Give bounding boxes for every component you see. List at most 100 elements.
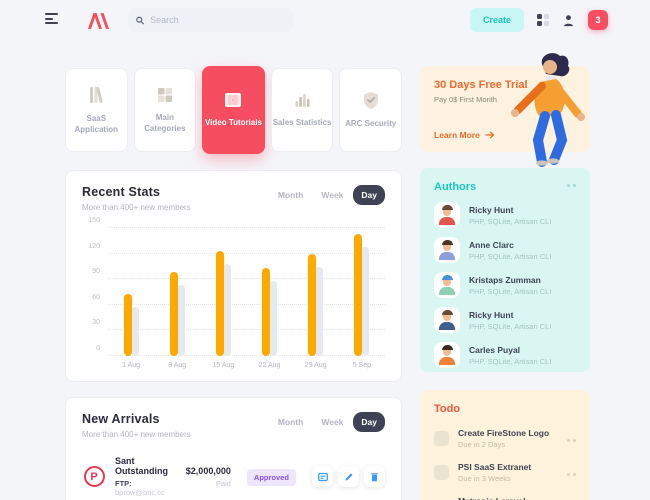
recent-stats-tabs: Month Week Day — [270, 185, 385, 205]
todo-list-item: PSI SaaS Extranet Due in 3 Weeks — [434, 462, 576, 483]
chart-x-tick: 1 Aug — [122, 362, 141, 369]
create-button[interactable]: Create — [469, 8, 524, 32]
stats-period-tab[interactable]: Week — [321, 190, 344, 200]
category-card-arc-security[interactable]: ARC Security — [339, 68, 402, 152]
new-arrivals-title: New Arrivals — [82, 412, 160, 426]
recent-stats-header: Recent Stats More than 400+ new members — [82, 185, 191, 212]
todo-more-options[interactable] — [567, 470, 576, 476]
logo-mark-icon — [88, 12, 109, 29]
todo-checkbox[interactable] — [434, 465, 449, 480]
search-input[interactable] — [150, 15, 285, 25]
stats-period-tab[interactable]: Day — [353, 185, 385, 205]
grid-icon — [157, 87, 172, 102]
author-list-item[interactable]: Carles Puyal PHP, SQLite, Artisan CLI — [434, 342, 576, 368]
todo-list: Create FireStone Logo Due in 2 Days PSI … — [434, 428, 576, 500]
learn-more-label: Learn More — [434, 130, 480, 140]
chart-y-tick: 60 — [92, 293, 100, 301]
category-card-main-categories[interactable]: Main Categories — [133, 68, 197, 152]
new-arrivals-tabs: Month Week Day — [270, 412, 385, 432]
author-name: Kristaps Zumman — [469, 274, 541, 285]
arrivals-period-tab[interactable]: Day — [353, 412, 385, 432]
todo-checkbox[interactable] — [434, 431, 449, 446]
todo-title: Todo — [434, 403, 461, 415]
chart-bar — [222, 263, 231, 356]
stats-period-tab[interactable]: Month — [277, 190, 304, 200]
chart-bar — [354, 233, 363, 356]
apps-grid-button[interactable] — [537, 14, 549, 26]
navbar-actions: Create 3 — [469, 8, 608, 32]
free-trial-card: 30 Days Free Trial Pay 0$ First Month Le… — [420, 53, 590, 167]
author-avatar — [434, 307, 460, 333]
chart-x-tick: 15 Aug — [212, 362, 235, 369]
chart-x-labels: 1 Aug 8 Aug 15 Aug 22 Aug 29 Aug 5 Sep — [108, 362, 385, 369]
arrival-amount-note: Paid — [215, 478, 231, 488]
recent-stats-card: Recent Stats More than 400+ new members … — [65, 170, 402, 382]
arrival-info: Sant Outstanding FTP: bprow@bnc.cc — [115, 456, 168, 497]
new-arrivals-subtitle: More than 400+ new members — [82, 430, 191, 439]
view-details-button[interactable] — [312, 466, 333, 487]
todo-task-name: PSI SaaS Extranet — [458, 462, 532, 472]
todo-card: Todo Create FireStone Logo Due in 2 Days — [420, 390, 590, 500]
category-card-saas-application[interactable]: SaaS Application — [65, 68, 128, 152]
recent-stats-chart: 0 30 60 90 120 150 1 Aug 8 Aug 15 Aug 22 Aug 29 A… — [82, 217, 385, 369]
chart-gridline — [108, 355, 385, 356]
category-cards: SaaS Application Main Categories — [65, 66, 402, 154]
chart-bar-group — [354, 228, 370, 356]
authors-more-options[interactable] — [567, 181, 576, 187]
chart-bar-group — [262, 228, 278, 356]
chart-y-tick: 90 — [92, 268, 100, 276]
todo-task-name: Metronic Laravel StartKit — [458, 496, 558, 500]
author-list-item[interactable]: Anne Clarc PHP, SQLite, Artisan CLI — [434, 237, 576, 263]
edit-button[interactable] — [338, 466, 359, 487]
chart-x-tick: 5 Sep — [352, 362, 372, 369]
chart-bar — [315, 267, 324, 356]
author-list-item[interactable]: Ricky Hunt PHP, SQLite, Artisan CLI — [434, 307, 576, 333]
category-card-video-tutorials[interactable]: Video Tutorials — [202, 66, 265, 154]
author-list-item[interactable]: Ricky Hunt PHP, SQLite, Artisan CLI — [434, 202, 576, 228]
arrivals-period-tab[interactable]: Week — [321, 417, 344, 427]
hamburger-menu-icon[interactable] — [45, 13, 59, 27]
author-list-item[interactable]: Kristaps Zumman PHP, SQLite, Artisan CLI — [434, 272, 576, 298]
learn-more-link[interactable]: Learn More — [434, 130, 495, 140]
recent-stats-subtitle: More than 400+ new members — [82, 203, 191, 212]
top-navbar: Create 3 — [0, 0, 650, 40]
bar-chart-icon — [295, 94, 310, 108]
todo-list-item: Create FireStone Logo Due in 2 Days — [434, 428, 576, 449]
arrival-name: Sant Outstanding — [115, 456, 168, 476]
authors-card: Authors Ricky Hunt PHP, SQLite, Artisan … — [420, 168, 590, 372]
author-skills: PHP, SQLite, Artisan CLI — [469, 321, 552, 331]
chart-bar — [308, 254, 317, 356]
author-skills: PHP, SQLite, Artisan CLI — [469, 251, 552, 261]
category-label: Sales Statistics — [272, 118, 332, 128]
todo-task-name: Create FireStone Logo — [458, 428, 550, 438]
category-label: Video Tutorials — [204, 118, 262, 128]
arrivals-period-tab[interactable]: Month — [277, 417, 304, 427]
chart-bar-group — [308, 228, 324, 356]
author-name: Ricky Hunt — [469, 204, 514, 215]
product-logo-p-icon: P — [82, 465, 106, 489]
todo-list-item: Metronic Laravel StartKit Due in 5 Hours — [434, 496, 576, 500]
ftp-label: FTP: — [115, 479, 132, 488]
chart-gridline — [108, 303, 385, 305]
author-skills: PHP, SQLite, Artisan CLI — [469, 356, 552, 366]
category-label: Main Categories — [144, 112, 186, 133]
notification-badge[interactable]: 3 — [588, 10, 608, 30]
search-bar[interactable] — [128, 8, 293, 32]
delete-button[interactable] — [364, 466, 385, 487]
user-icon — [564, 14, 573, 26]
chart-gridline — [108, 278, 385, 280]
category-card-sales-statistics[interactable]: Sales Statistics — [270, 68, 334, 152]
status-badge: Approved — [243, 467, 300, 486]
category-label: SaaS Application — [74, 113, 119, 134]
chart-groups — [108, 228, 385, 356]
chart-gridline — [108, 227, 385, 228]
author-skills: PHP, SQLite, Artisan CLI — [469, 286, 552, 296]
chart-y-tick: 150 — [88, 217, 100, 224]
todo-due-date: Due in 3 Weeks — [458, 474, 511, 483]
author-name: Carles Puyal — [469, 344, 521, 355]
todo-more-options[interactable] — [567, 436, 576, 442]
user-profile-button[interactable] — [562, 14, 575, 27]
trial-subtitle: Pay 0$ First Month — [434, 95, 497, 104]
author-skills: PHP, SQLite, Artisan CLI — [469, 216, 552, 226]
chart-gridline — [108, 329, 385, 331]
